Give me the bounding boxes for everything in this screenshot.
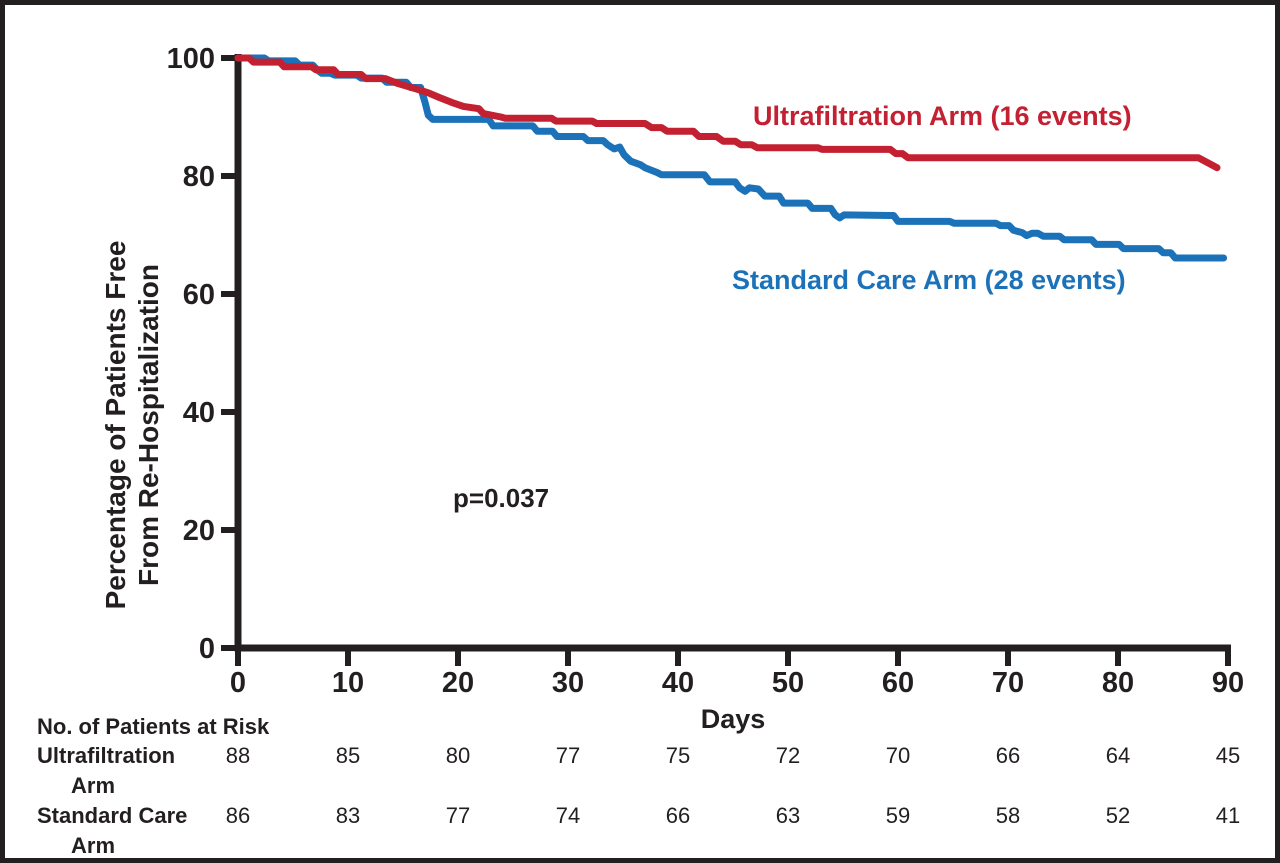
- risk-count: 58: [995, 803, 1021, 828]
- y-tick-label: 40: [183, 397, 215, 429]
- risk-count: 83: [335, 803, 361, 828]
- risk-count: 77: [445, 803, 471, 828]
- risk-count: 88: [225, 743, 251, 768]
- risk-count: 77: [555, 743, 581, 768]
- risk-count: 64: [1105, 743, 1131, 768]
- legend-ultrafiltration-arm: Ultrafiltration Arm (16 events): [753, 101, 1132, 131]
- risk-count: 66: [995, 743, 1021, 768]
- x-tick-label: 10: [332, 667, 364, 699]
- risk-count: 80: [445, 743, 471, 768]
- x-tick-label: 80: [1102, 667, 1134, 699]
- risk-count: 52: [1105, 803, 1131, 828]
- risk-count: 74: [555, 803, 581, 828]
- x-tick-label: 60: [882, 667, 914, 699]
- risk-count: 72: [775, 743, 801, 768]
- y-tick-label: 100: [167, 43, 215, 75]
- risk-table-header: No. of Patients at Risk: [37, 714, 270, 739]
- x-tick-label: 30: [552, 667, 584, 699]
- x-tick-label: 0: [230, 667, 246, 699]
- risk-count: 70: [885, 743, 911, 768]
- risk-row-ultrafiltration-label: Ultrafiltration: [37, 743, 176, 768]
- x-tick-label: 20: [442, 667, 474, 699]
- y-tick-label: 80: [183, 161, 215, 193]
- risk-count: 41: [1215, 803, 1241, 828]
- risk-count: 45: [1215, 743, 1241, 768]
- x-axis-title: Days: [700, 704, 766, 734]
- y-tick-label: 0: [199, 633, 215, 665]
- risk-row-standard-care-label: Standard Care: [37, 803, 188, 828]
- y-tick-label: 20: [183, 515, 215, 547]
- x-tick-label: 40: [662, 667, 694, 699]
- x-tick-label: 70: [992, 667, 1024, 699]
- risk-count: 86: [225, 803, 251, 828]
- risk-count: 75: [665, 743, 691, 768]
- x-tick-label: 90: [1212, 667, 1244, 699]
- legend-standard-care-arm: Standard Care Arm (28 events): [732, 265, 1126, 295]
- km-chart-canvas: 0 20 40 60 80 100 0 10 20 30 40 50 60 70 80 90: [167, 43, 1245, 699]
- risk-count: 85: [335, 743, 361, 768]
- ultrafiltration-curve: [234, 54, 1221, 172]
- y-axis-title-line2: From Re-Hospitalization: [133, 264, 164, 587]
- y-tick-label: 60: [183, 279, 215, 311]
- risk-count: 66: [665, 803, 691, 828]
- p-value-annotation: p=0.037: [453, 483, 550, 513]
- risk-count: 59: [885, 803, 911, 828]
- risk-row-ultrafiltration-label-arm: Arm: [71, 773, 116, 798]
- y-axis-title: Percentage of Patients Free From Re-Hosp…: [99, 241, 165, 610]
- x-tick-label: 50: [772, 667, 804, 699]
- risk-count: 63: [775, 803, 801, 828]
- y-axis-title-line1: Percentage of Patients Free: [100, 240, 131, 610]
- risk-row-standard-care-label-arm: Arm: [71, 833, 116, 858]
